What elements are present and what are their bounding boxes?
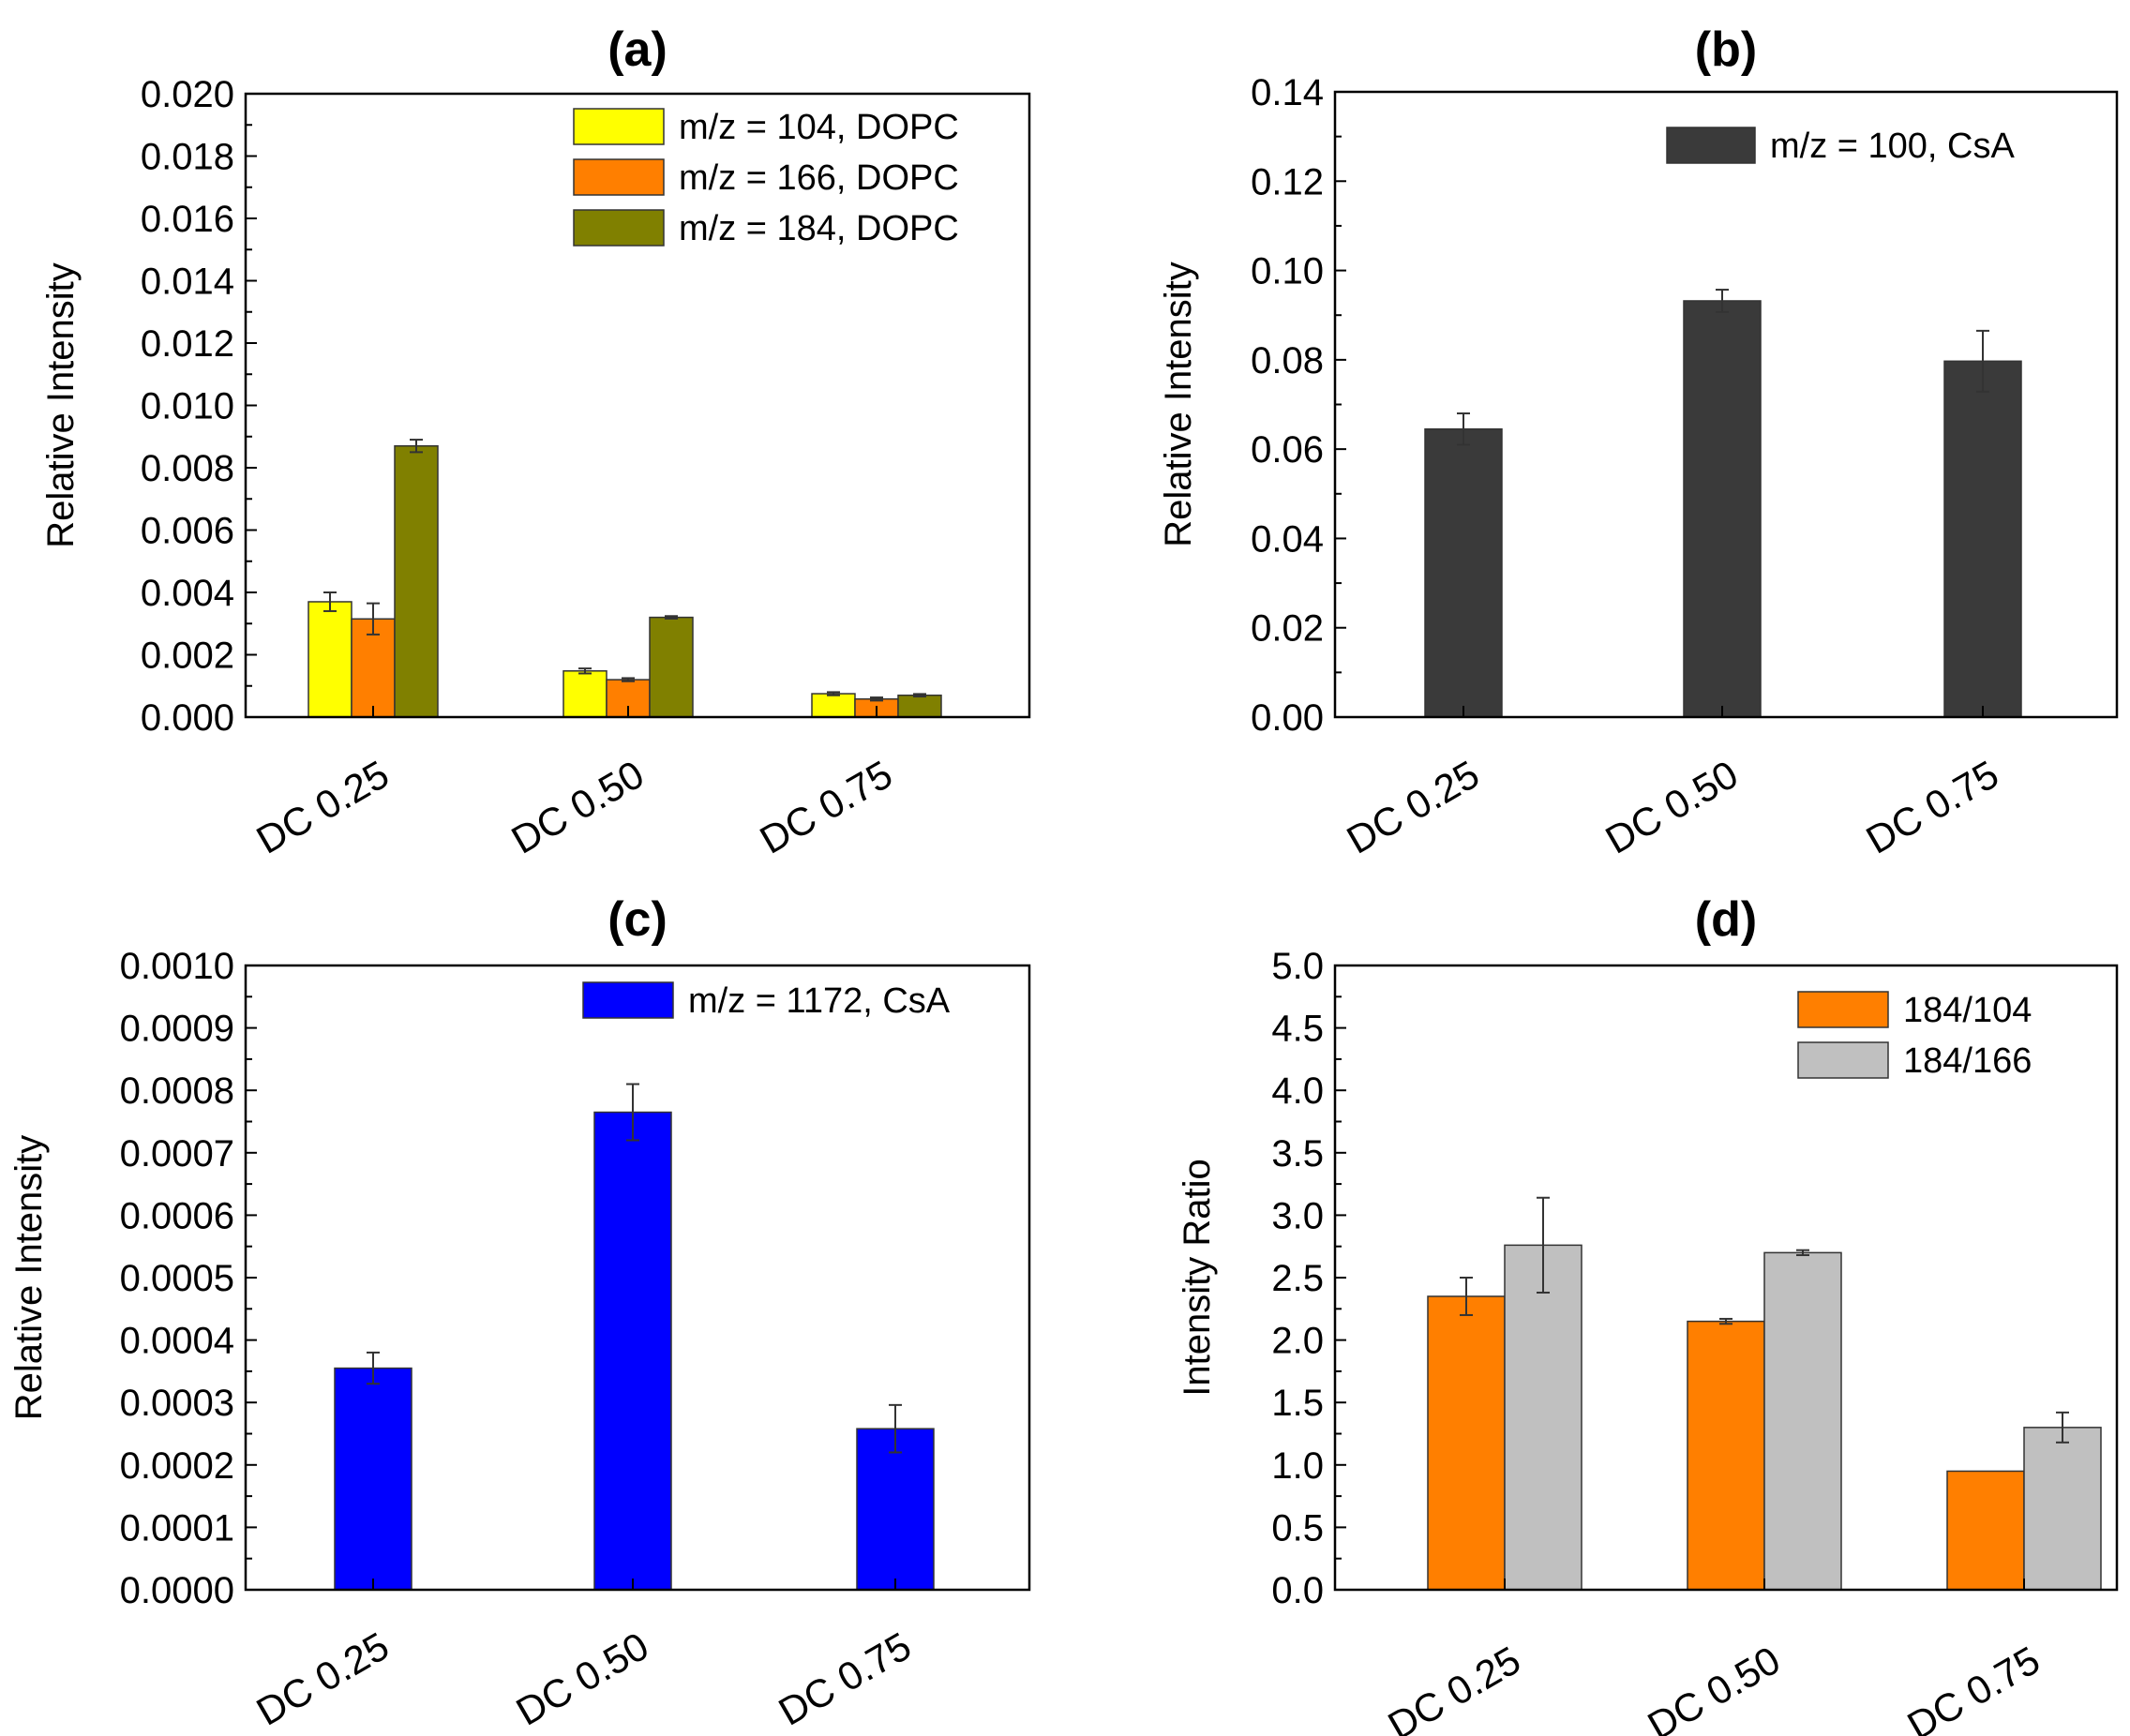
x-tick-label: DC 0.50 <box>1641 1638 1788 1736</box>
legend-label-1: m/z = 166, DOPC <box>679 158 959 198</box>
y-tick-label: 0.010 <box>141 386 234 427</box>
y-tick-label: 0.0003 <box>120 1383 234 1424</box>
legend-label-0: m/z = 100, CsA <box>1770 127 2015 166</box>
y-tick-label: 2.5 <box>1271 1258 1324 1299</box>
y-tick-label: 0.0008 <box>120 1070 234 1112</box>
x-tick-label: DC 0.25 <box>1340 752 1487 862</box>
panel-title: (d) <box>1695 892 1757 947</box>
y-tick-label: 0.10 <box>1251 251 1324 292</box>
legend-label-0: m/z = 104, DOPC <box>679 108 959 147</box>
y-axis-label: Intensity Ratio <box>1177 1159 1218 1396</box>
y-tick-label: 0.004 <box>141 573 234 614</box>
legend-swatch-0 <box>1797 991 1889 1028</box>
x-tick-label: DC 0.75 <box>772 1624 919 1734</box>
y-tick-label: 0.0 <box>1271 1570 1324 1611</box>
bar-2-2 <box>897 694 942 718</box>
x-tick-label: DC 0.50 <box>504 752 652 862</box>
y-tick-label: 0.014 <box>141 262 234 303</box>
legend-label-0: m/z = 1172, CsA <box>688 981 951 1021</box>
legend-label-0: 184/104 <box>1903 991 2032 1030</box>
legend-swatch-0 <box>1666 127 1756 164</box>
panel-b: (b) 0.00 0.02 0.04 0.06 0.08 0.10 0.12 0.14 DC 0.… <box>1158 22 2119 862</box>
y-tick-label: 1.0 <box>1271 1445 1324 1487</box>
x-tick-label: DC 0.75 <box>753 752 900 862</box>
bar-0-0 <box>334 1367 412 1591</box>
y-axis-label: Relative Intensity <box>8 1135 50 1421</box>
y-tick-label: 0.0000 <box>120 1570 234 1611</box>
x-tick-label: DC 0.25 <box>249 1624 397 1734</box>
y-tick-label: 0.08 <box>1251 340 1324 382</box>
y-tick-label: 3.5 <box>1271 1133 1324 1175</box>
y-tick-label: 0.02 <box>1251 608 1324 650</box>
y-tick-label: 0.0007 <box>120 1133 234 1175</box>
y-tick-label: 5.0 <box>1271 946 1324 987</box>
x-tick-label: DC 0.75 <box>1859 752 2006 862</box>
legend-swatch-0 <box>582 981 674 1019</box>
y-tick-label: 0.000 <box>141 697 234 739</box>
y-tick-label: 0.0002 <box>120 1445 234 1487</box>
y-tick-label: 0.0010 <box>120 946 234 987</box>
y-axis-label: Relative Intensity <box>1158 262 1199 547</box>
legend-label-1: 184/166 <box>1903 1041 2032 1081</box>
y-tick-label: 0.018 <box>141 137 234 178</box>
y-tick-label: 0.020 <box>141 74 234 115</box>
bar-1-0 <box>1504 1244 1582 1591</box>
legend-swatch-1 <box>1797 1041 1889 1079</box>
legend-swatch-2 <box>573 209 665 247</box>
y-axis-label: Relative Intensity <box>40 262 82 548</box>
y-tick-label: 0.006 <box>141 511 234 552</box>
panel-d: (d) 0.0 0.5 1.0 1.5 2.0 2.5 3.0 3.5 4.0 4.5 5.0 DC 0… <box>1177 892 2119 1736</box>
panel-c: (c) 0.0000 0.0001 0.0002 0.0003 0.0004 0.0005 0… <box>8 892 1031 1734</box>
bar-0-0 <box>308 601 352 718</box>
y-tick-label: 0.0009 <box>120 1009 234 1050</box>
x-tick-label: DC 0.75 <box>1900 1638 2048 1736</box>
y-tick-label: 0.12 <box>1251 161 1324 202</box>
bar-0-1 <box>593 1111 672 1591</box>
bar-0-1 <box>1683 300 1762 718</box>
y-tick-label: 0.012 <box>141 323 234 365</box>
legend-swatch-0 <box>573 108 665 145</box>
y-tick-label: 0.06 <box>1251 429 1324 471</box>
x-tick-label: DC 0.50 <box>509 1624 656 1734</box>
y-tick-label: 0.016 <box>141 199 234 240</box>
y-tick-label: 1.5 <box>1271 1383 1324 1424</box>
y-tick-label: 4.0 <box>1271 1070 1324 1112</box>
y-tick-label: 0.0001 <box>120 1507 234 1549</box>
bar-1-1 <box>1763 1251 1842 1591</box>
panel-title: (a) <box>608 22 668 77</box>
y-tick-label: 0.0006 <box>120 1195 234 1236</box>
y-tick-label: 0.00 <box>1251 697 1324 739</box>
y-tick-label: 3.0 <box>1271 1195 1324 1236</box>
y-tick-label: 0.002 <box>141 636 234 677</box>
bar-2-0 <box>394 444 439 718</box>
y-tick-label: 2.0 <box>1271 1321 1324 1362</box>
y-tick-label: 0.04 <box>1251 518 1324 560</box>
bar-0-0 <box>1424 427 1503 718</box>
bar-2-1 <box>649 616 694 718</box>
bar-1-2 <box>2023 1427 2102 1591</box>
bar-0-0 <box>1427 1295 1506 1591</box>
y-tick-label: 4.5 <box>1271 1009 1324 1050</box>
legend-label-2: m/z = 184, DOPC <box>679 209 959 248</box>
y-tick-label: 0.5 <box>1271 1507 1324 1549</box>
legend-swatch-1 <box>573 158 665 196</box>
x-tick-label: DC 0.25 <box>1381 1638 1528 1736</box>
y-tick-label: 0.0004 <box>120 1321 234 1362</box>
bar-0-1 <box>562 670 608 718</box>
bar-0-1 <box>1687 1320 1765 1591</box>
y-tick-label: 0.0005 <box>120 1258 234 1299</box>
x-tick-label: DC 0.25 <box>249 752 397 862</box>
bar-0-2 <box>1946 1470 2025 1591</box>
x-tick-label: DC 0.50 <box>1598 752 1746 862</box>
panel-a: (a) 0.000 0.002 0.004 0.006 0.008 0.010 0.012 0.… <box>40 22 1031 862</box>
bar-0-2 <box>856 1428 935 1591</box>
y-tick-label: 0.008 <box>141 448 234 489</box>
panel-title: (b) <box>1695 22 1757 77</box>
bar-0-2 <box>1943 360 2022 718</box>
bar-0-2 <box>811 693 856 718</box>
y-tick-label: 0.14 <box>1251 72 1324 113</box>
panel-title: (c) <box>608 892 668 947</box>
